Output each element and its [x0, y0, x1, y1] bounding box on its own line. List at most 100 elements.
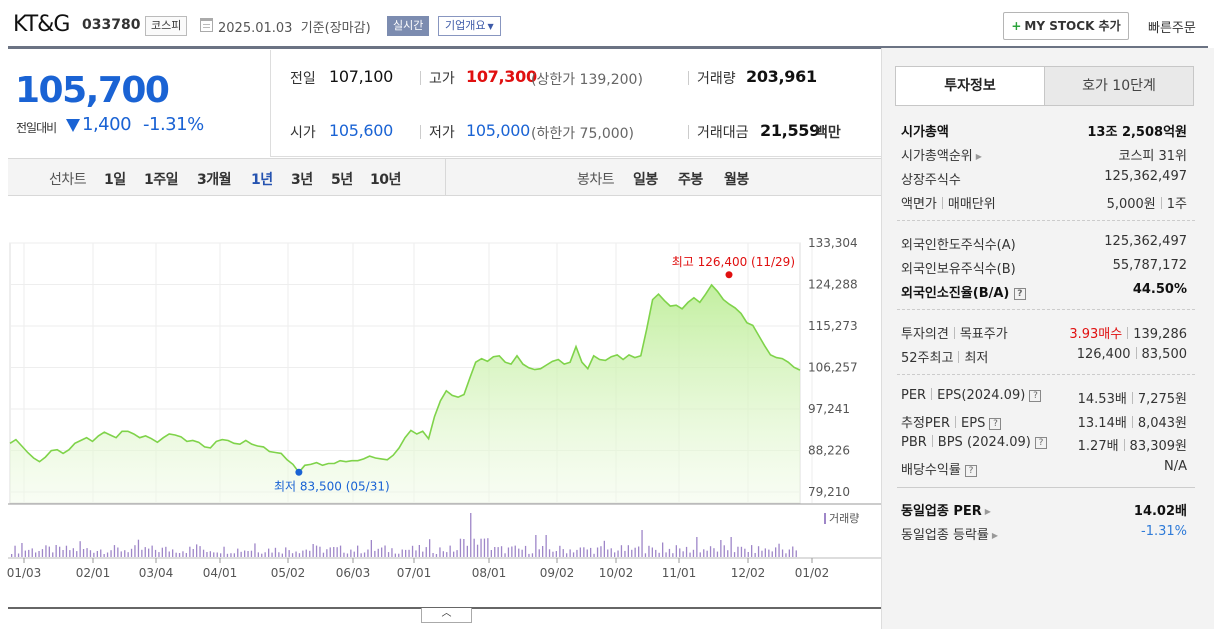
- expand-button[interactable]: ︿: [421, 608, 472, 623]
- volume-bar: [627, 545, 629, 557]
- period-1y[interactable]: 1년: [251, 172, 273, 188]
- volume-bar: [274, 547, 277, 557]
- volume-bar: [21, 543, 23, 557]
- period-3y[interactable]: 3년: [291, 172, 313, 188]
- quick-order-link[interactable]: 빠른주문: [1148, 21, 1196, 36]
- upper-limit: (상한가 139,200): [531, 72, 643, 88]
- volume-bar: [418, 545, 420, 557]
- volume-bar: [100, 549, 102, 557]
- volume-bar: [82, 549, 85, 557]
- volume-bar: [124, 550, 126, 557]
- candle-monthly[interactable]: 월봉: [724, 172, 749, 188]
- dividend-label: 배당수익률: [901, 463, 961, 478]
- volume-bar: [154, 549, 157, 557]
- tab-order-book[interactable]: 호가 10단계: [1044, 66, 1194, 106]
- volume-bar: [744, 548, 746, 557]
- stock-code: 033780: [82, 17, 141, 33]
- per-value: 14.53배: [1077, 392, 1127, 407]
- volume-bar: [644, 553, 647, 557]
- chevron-down-icon: ▼: [487, 22, 494, 31]
- realtime-button[interactable]: 실시간: [387, 16, 430, 36]
- volume-bar: [706, 550, 708, 557]
- tab-border: [895, 105, 1194, 106]
- volume-bar: [302, 550, 304, 557]
- volume-bar: [442, 551, 444, 557]
- change-label: 전일대비: [16, 121, 57, 135]
- industry-change-row[interactable]: 동일업종 등락률 ▶ -1.31%: [901, 524, 1187, 548]
- candle-weekly[interactable]: 주봉: [678, 172, 703, 188]
- market-cap-rank-value: 코스피 31위: [1118, 149, 1187, 164]
- prev-close-label: 전일: [290, 71, 316, 87]
- volume-bar: [593, 553, 595, 557]
- candle-daily[interactable]: 일봉: [633, 172, 658, 188]
- price-area: [10, 284, 800, 503]
- volume-bar: [781, 549, 784, 557]
- help-icon[interactable]: ?: [964, 465, 977, 477]
- volume-bar: [199, 546, 201, 557]
- period-bar: 선차트 1일 1주일 3개월 1년 3년 5년 10년 봉차트 일봉 주봉 월봉: [8, 158, 881, 196]
- volume-bar: [600, 546, 602, 557]
- volume-bar: [548, 549, 551, 557]
- company-overview-button[interactable]: 기업개요 ▼: [438, 16, 501, 36]
- help-icon[interactable]: ?: [1013, 288, 1026, 300]
- x-tick-label: 10/02: [599, 566, 634, 580]
- volume-label: 거래량: [697, 71, 736, 87]
- per-label: PER: [901, 388, 927, 403]
- volume-value: 203,961: [746, 67, 817, 86]
- volume-bar: [511, 546, 513, 557]
- trade-unit-value: 1주: [1166, 197, 1187, 212]
- volume-bar: [209, 551, 211, 557]
- period-5y[interactable]: 5년: [331, 172, 353, 188]
- volume-bar: [562, 549, 564, 557]
- volume-bar: [682, 551, 684, 557]
- volume-bar: [648, 545, 650, 557]
- volume-bar: [480, 538, 482, 557]
- period-3m[interactable]: 3개월: [197, 172, 232, 188]
- x-axis: 01/03 02/01 03/04 04/01 05/02 06/03 07/01 08/01…: [7, 503, 881, 580]
- volume-bar: [141, 549, 143, 557]
- volume-bar: [624, 550, 626, 557]
- eps-label: EPS(2024.09): [937, 388, 1026, 403]
- tab-investment-info[interactable]: 투자정보: [895, 66, 1045, 106]
- volume-bar: [398, 553, 400, 557]
- volume-bar: [38, 551, 40, 557]
- volume-bar: [233, 553, 235, 557]
- price-line: [9, 283, 801, 474]
- y-axis: 133,304 124,288 115,273 106,257 97,241 88,226…: [808, 236, 858, 499]
- volume-bar: [641, 530, 643, 557]
- volume-bar: [730, 537, 732, 557]
- week52-low-value: 83,500: [1141, 347, 1188, 362]
- volume-bar: [514, 545, 516, 557]
- volume-bar: [507, 547, 510, 557]
- min-annotation: 최저 83,500 (05/31): [274, 479, 390, 493]
- volume-bar: [470, 513, 472, 557]
- period-1d[interactable]: 1일: [104, 172, 126, 188]
- volume-bar: [52, 552, 54, 557]
- high-label: 고가: [429, 71, 455, 87]
- volume-bar: [360, 553, 362, 557]
- period-10y[interactable]: 10년: [370, 172, 401, 188]
- volume-bar: [319, 546, 321, 557]
- add-mystock-button[interactable]: + MY STOCK 추가: [1003, 12, 1129, 40]
- industry-per-row[interactable]: 동일업종 PER ▶ 14.02배: [901, 500, 1187, 524]
- help-icon[interactable]: ?: [989, 418, 1002, 430]
- help-icon[interactable]: ?: [1034, 437, 1047, 449]
- market-cap-rank-row[interactable]: 시가총액순위 ▶ 코스피 31위: [901, 145, 1187, 169]
- volume-bar: [11, 554, 13, 557]
- price-chart[interactable]: 133,304 124,288 115,273 106,257 97,241 88,226…: [0, 230, 881, 590]
- volume-bar: [291, 553, 294, 557]
- price-divider: [270, 50, 271, 156]
- dividend-value: N/A: [1164, 459, 1187, 474]
- divider: [688, 125, 689, 139]
- volume-bar: [41, 549, 44, 557]
- foreign-limit-label: 외국인한도주식수(A): [901, 238, 1016, 253]
- volume-bar: [322, 552, 325, 557]
- period-1w[interactable]: 1주일: [144, 172, 179, 188]
- help-icon[interactable]: ?: [1029, 390, 1042, 402]
- volume-bar: [151, 545, 153, 557]
- volume-bar: [130, 548, 133, 557]
- company-overview-label: 기업개요: [445, 19, 486, 32]
- x-tick-label: 07/01: [397, 566, 432, 580]
- volume-bar: [631, 549, 633, 557]
- volume-bar: [658, 552, 660, 557]
